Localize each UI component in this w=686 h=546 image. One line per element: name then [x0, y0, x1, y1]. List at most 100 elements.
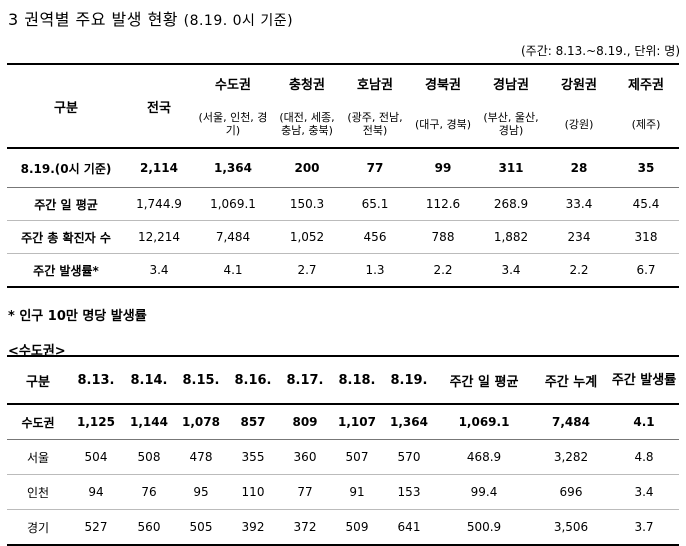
table-cell: 35 — [613, 148, 679, 188]
table-cell: 507 — [331, 439, 383, 475]
unit-note: (주간: 8.13.~8.19., 단위: 명) — [520, 44, 680, 58]
table-cell: 857 — [227, 404, 279, 440]
regional-summary-table: 구분 전국 수도권 충청권 호남권 경북권 경남권 강원권 제주권 (서울, 인… — [7, 63, 679, 288]
table-cell: 200 — [273, 148, 341, 188]
table-cell: 570 — [383, 439, 435, 475]
row-label: 8.19.(0시 기준) — [7, 148, 125, 188]
header-region-detail: (서울, 인천, 경기) — [198, 111, 268, 137]
table-cell: 527 — [84, 520, 108, 534]
table-cell: 33.4 — [545, 187, 613, 221]
table-cell: 1,069.1 — [435, 404, 533, 440]
table-cell: 2.2 — [433, 263, 453, 277]
table-cell: 112.6 — [409, 187, 477, 221]
column-header: 8.18. — [338, 372, 376, 388]
row-label: 경기 — [26, 520, 50, 535]
table-cell: 77 — [279, 474, 331, 510]
header-region-name: 경북권 — [425, 77, 461, 93]
table-cell: 1,052 — [273, 220, 341, 254]
table-cell: 7,484 — [533, 404, 609, 440]
table-cell: 372 — [293, 520, 317, 534]
table-cell: 2.2 — [569, 263, 589, 277]
row-label: 주간 발생률* — [33, 263, 99, 278]
table-cell: 3.4 — [501, 263, 521, 277]
header-region-detail: (제주) — [631, 117, 661, 131]
table-cell: 500.9 — [466, 520, 502, 534]
corner-header: 구분 — [54, 100, 78, 116]
table-cell: 318 — [613, 220, 679, 254]
table-cell: 28 — [545, 148, 613, 188]
column-header: 구분 — [26, 374, 50, 390]
table-cell: 355 — [227, 439, 279, 475]
table-cell: 95 — [175, 474, 227, 510]
table-cell: 505 — [189, 520, 213, 534]
header-region-name: 경남권 — [493, 77, 529, 93]
table-cell: 1,107 — [331, 404, 383, 440]
table-cell: 76 — [123, 474, 175, 510]
row-label: 주간 총 확진자 수 — [7, 220, 125, 254]
table-row: 8.19.(0시 기준) 2,114 1,364 200 77 99 311 2… — [7, 148, 679, 188]
table-cell: 3.7 — [634, 520, 654, 534]
table-cell: 234 — [545, 220, 613, 254]
table-cell: 1,744.9 — [125, 187, 193, 221]
table-row: 인천 94 76 95 110 77 91 153 99.4 696 3.4 — [7, 474, 679, 510]
header-region-name: 제주권 — [628, 77, 664, 93]
table-cell: 1,364 — [383, 404, 435, 440]
header-region-detail: (강원) — [564, 117, 594, 131]
table-cell: 2.7 — [297, 263, 317, 277]
column-header: 주간 일 평균 — [449, 374, 519, 390]
table-cell: 4.1 — [609, 404, 679, 440]
table-cell: 153 — [383, 474, 435, 510]
header-region-detail: (대전, 세종, 충남, 충북) — [279, 111, 335, 137]
table-row: 주간 일 평균 1,744.9 1,069.1 150.3 65.1 112.6… — [7, 187, 679, 221]
title-subtitle: (8.19. 0시 기준) — [183, 13, 294, 29]
column-header: 8.16. — [234, 372, 272, 388]
table-cell: 641 — [397, 520, 421, 534]
table-cell: 3.4 — [149, 263, 169, 277]
table-cell: 311 — [477, 148, 545, 188]
table-cell: 45.4 — [613, 187, 679, 221]
table-cell: 1,078 — [175, 404, 227, 440]
table-row: 수도권 1,125 1,144 1,078 857 809 1,107 1,36… — [7, 404, 679, 440]
row-label: 서울 — [7, 439, 69, 475]
table-cell: 1,069.1 — [193, 187, 273, 221]
table-row: 서울 504 508 478 355 360 507 570 468.9 3,2… — [7, 439, 679, 475]
table-cell: 509 — [345, 520, 369, 534]
table-cell: 94 — [69, 474, 123, 510]
row-label: 주간 일 평균 — [7, 187, 125, 221]
column-header: 8.14. — [130, 372, 168, 388]
table-cell: 1.3 — [365, 263, 385, 277]
column-header: 8.17. — [286, 372, 324, 388]
header-region-name: 호남권 — [357, 77, 393, 93]
table-cell: 560 — [137, 520, 161, 534]
row-label: 수도권 — [7, 404, 69, 440]
table-cell: 508 — [123, 439, 175, 475]
table-cell: 788 — [409, 220, 477, 254]
table-cell: 2,114 — [125, 148, 193, 188]
table-cell: 504 — [69, 439, 123, 475]
row-label: 인천 — [7, 474, 69, 510]
table-cell: 150.3 — [273, 187, 341, 221]
table-cell: 3,282 — [533, 439, 609, 475]
header-region-name: 충청권 — [289, 77, 325, 93]
table-row: 경기 527 560 505 392 372 509 641 500.9 3,5… — [7, 510, 679, 546]
table-cell: 4.1 — [223, 263, 243, 277]
table-cell: 809 — [279, 404, 331, 440]
table-row: 주간 발생률* 3.4 4.1 2.7 1.3 2.2 3.4 2.2 6.7 — [7, 254, 679, 288]
table-cell: 110 — [227, 474, 279, 510]
table-cell: 3,506 — [553, 520, 589, 534]
header-region-detail: (대구, 경북) — [414, 117, 472, 131]
table-cell: 268.9 — [477, 187, 545, 221]
table-row: 주간 총 확진자 수 12,214 7,484 1,052 456 788 1,… — [7, 220, 679, 254]
table-cell: 3.4 — [609, 474, 679, 510]
table-cell: 99 — [409, 148, 477, 188]
table-cell: 99.4 — [435, 474, 533, 510]
table-cell: 77 — [341, 148, 409, 188]
column-header: 8.13. — [77, 372, 115, 388]
table-cell: 392 — [241, 520, 265, 534]
table-cell: 7,484 — [193, 220, 273, 254]
page-title: 3 권역별 주요 발생 현황 (8.19. 0시 기준) — [8, 6, 293, 30]
title-main: 3 권역별 주요 발생 현황 — [8, 10, 179, 29]
table-cell: 6.7 — [636, 263, 656, 277]
column-header: 주간 누계 — [544, 374, 598, 390]
table-cell: 360 — [279, 439, 331, 475]
